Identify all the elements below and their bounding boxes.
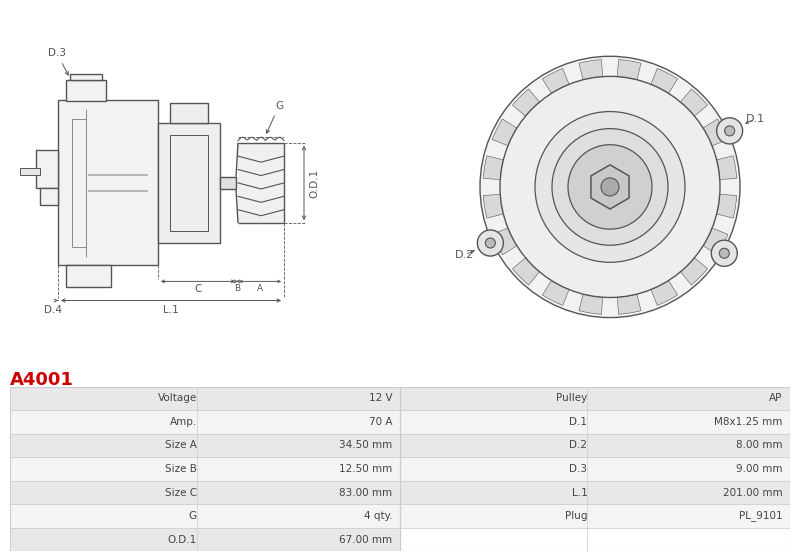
Bar [170,103,208,123]
Text: D.3: D.3 [570,464,587,474]
Bar [400,457,790,481]
Polygon shape [579,294,602,314]
Bar [10,504,400,528]
Circle shape [601,178,619,196]
Text: L.1: L.1 [163,305,179,315]
Bar [70,74,102,80]
Circle shape [480,56,740,318]
Text: AP: AP [770,393,782,403]
Bar [400,410,790,434]
Bar [36,150,58,188]
Circle shape [500,76,720,297]
Text: 12.50 mm: 12.50 mm [339,464,392,474]
Circle shape [568,145,652,229]
Polygon shape [717,194,737,218]
Bar [66,265,111,287]
Text: D.3: D.3 [48,49,68,75]
Text: 70 A: 70 A [369,417,392,427]
Text: 4 qty.: 4 qty. [363,511,392,521]
Circle shape [725,126,734,136]
Text: G: G [266,100,283,133]
Bar [40,188,58,205]
Polygon shape [703,228,728,255]
Polygon shape [492,228,517,255]
Text: 201.00 mm: 201.00 mm [723,488,782,498]
Polygon shape [483,194,503,218]
Polygon shape [651,69,678,93]
Text: D.1: D.1 [746,114,765,124]
Text: Size B: Size B [165,464,197,474]
Text: D.1: D.1 [570,417,587,427]
Polygon shape [681,89,707,116]
Text: Pulley: Pulley [556,393,587,403]
Text: Amp.: Amp. [170,417,197,427]
Text: C: C [194,285,202,295]
Circle shape [486,238,495,248]
Bar [10,528,400,551]
Text: B: B [234,285,240,294]
Polygon shape [542,281,569,305]
Circle shape [719,248,730,258]
Bar [400,387,790,551]
Circle shape [552,129,668,245]
Polygon shape [492,119,517,146]
Text: G: G [189,511,197,521]
Polygon shape [483,156,503,180]
Polygon shape [513,89,539,116]
Polygon shape [618,294,641,314]
Text: 9.00 mm: 9.00 mm [736,464,782,474]
Bar [20,168,40,175]
Text: Size C: Size C [165,488,197,498]
Text: A4001: A4001 [10,371,74,389]
Polygon shape [513,258,539,285]
Bar [10,387,400,551]
Text: Voltage: Voltage [158,393,197,403]
Bar [10,387,400,410]
Bar [66,80,106,100]
Text: L.1: L.1 [572,488,587,498]
Text: 34.50 mm: 34.50 mm [339,440,392,450]
Bar [400,434,790,457]
Text: 67.00 mm: 67.00 mm [339,535,392,545]
Text: PL_9101: PL_9101 [739,511,782,522]
Bar [10,457,400,481]
Bar [238,143,284,223]
Polygon shape [703,119,728,146]
Bar [170,134,208,231]
Bar [10,410,400,434]
Text: Size A: Size A [165,440,197,450]
Polygon shape [579,60,602,80]
Text: O.D.1: O.D.1 [309,169,319,198]
Polygon shape [542,69,569,93]
Text: 83.00 mm: 83.00 mm [339,488,392,498]
Bar [400,481,790,504]
Bar [400,387,790,410]
Text: D.4: D.4 [44,305,62,315]
Bar [220,177,236,189]
Text: D.2: D.2 [570,440,587,450]
Bar [58,100,158,265]
Circle shape [478,230,503,256]
Polygon shape [681,258,707,285]
Text: O.D.1: O.D.1 [168,535,197,545]
Polygon shape [717,156,737,180]
Text: 8.00 mm: 8.00 mm [736,440,782,450]
Text: D.2: D.2 [455,250,474,260]
Bar [10,434,400,457]
Circle shape [535,112,685,262]
Text: 12 V: 12 V [369,393,392,403]
Polygon shape [591,165,629,209]
Text: Plug: Plug [565,511,587,521]
Polygon shape [618,60,641,80]
Circle shape [711,240,738,266]
Bar [158,123,220,243]
Bar [400,504,790,528]
Polygon shape [651,281,678,305]
Text: M8x1.25 mm: M8x1.25 mm [714,417,782,427]
Bar [10,481,400,504]
Text: A: A [257,285,263,294]
Circle shape [717,118,742,144]
